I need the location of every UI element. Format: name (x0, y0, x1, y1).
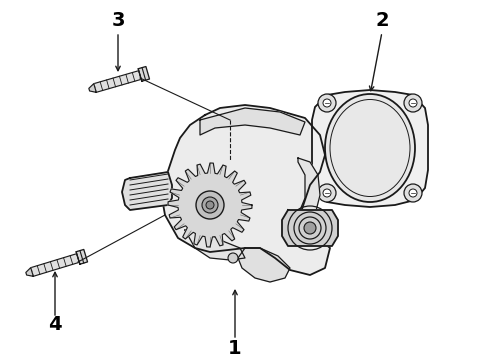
Circle shape (304, 222, 316, 234)
Polygon shape (290, 158, 320, 235)
Polygon shape (162, 105, 330, 275)
Circle shape (318, 184, 336, 202)
Circle shape (409, 189, 417, 197)
Circle shape (409, 99, 417, 107)
Polygon shape (76, 249, 88, 264)
Circle shape (404, 184, 422, 202)
Polygon shape (312, 90, 428, 207)
Text: 4: 4 (48, 315, 62, 334)
Polygon shape (168, 163, 252, 247)
Text: 3: 3 (111, 10, 125, 30)
Circle shape (323, 189, 331, 197)
Circle shape (318, 94, 336, 112)
Circle shape (206, 201, 214, 209)
Polygon shape (26, 268, 33, 276)
Polygon shape (89, 84, 96, 92)
Circle shape (228, 253, 238, 263)
Circle shape (404, 94, 422, 112)
Text: 2: 2 (375, 10, 389, 30)
Ellipse shape (325, 94, 415, 202)
Polygon shape (138, 67, 149, 81)
Polygon shape (122, 172, 172, 210)
Polygon shape (200, 108, 305, 135)
Text: 1: 1 (228, 338, 242, 357)
Polygon shape (31, 254, 79, 276)
Circle shape (196, 191, 224, 219)
Circle shape (323, 99, 331, 107)
Polygon shape (238, 248, 290, 282)
Polygon shape (94, 71, 141, 92)
Circle shape (202, 197, 218, 213)
Polygon shape (282, 210, 338, 246)
Polygon shape (185, 230, 245, 260)
